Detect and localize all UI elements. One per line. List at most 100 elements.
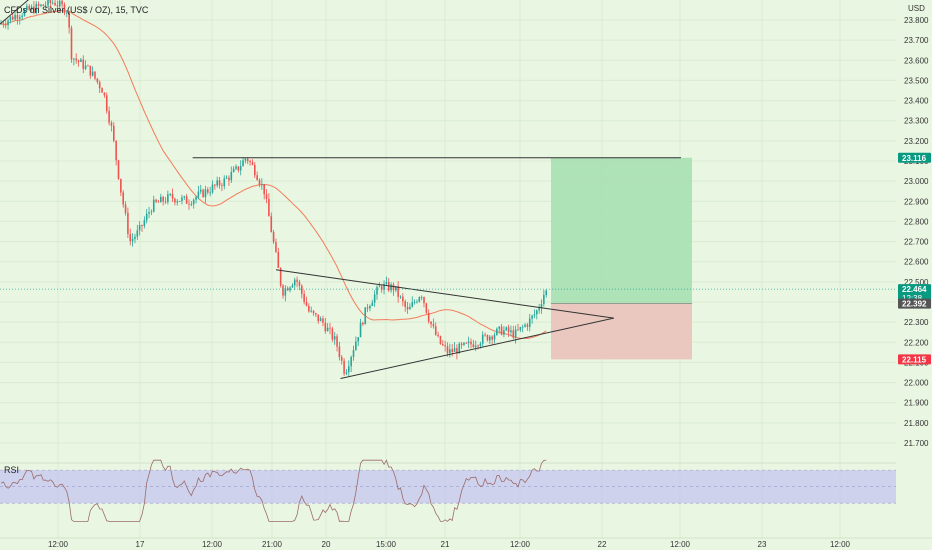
candle-body (49, 0, 52, 4)
candle-body (439, 336, 442, 345)
candle-body (91, 71, 94, 76)
candle-body (395, 286, 397, 291)
price-label-value: 22.115 (902, 355, 927, 364)
candle-body (148, 212, 150, 214)
candle-body (138, 225, 141, 231)
candle-body (284, 288, 287, 296)
candle-body (265, 194, 268, 199)
price-tick-label: 22.500 (904, 278, 929, 287)
candle-body (507, 327, 510, 333)
candle-body (54, 2, 56, 6)
candle-body (44, 5, 47, 7)
candle-body (11, 16, 14, 20)
candle-body (385, 282, 388, 284)
candle-body (324, 322, 327, 332)
candle-body (42, 4, 45, 6)
candle-body (47, 0, 49, 6)
trendlines[interactable] (0, 0, 896, 380)
candle-body (301, 285, 303, 294)
time-tick-label: 17 (136, 540, 145, 549)
candle-body (434, 326, 437, 335)
candle-body (519, 327, 522, 330)
candle-body (383, 283, 385, 290)
candle-body (235, 166, 237, 169)
candle-body (517, 329, 519, 331)
candle-body (378, 286, 381, 288)
candle-body (136, 230, 139, 237)
candle-body (336, 336, 338, 347)
candle-body (101, 88, 103, 93)
candle-body (496, 328, 498, 335)
candle-body (503, 330, 505, 335)
candle-body (355, 341, 357, 351)
time-axis[interactable]: 12:00 17 12:00 21:00 20 15:00 21 12:00 22 12:00 23… (0, 537, 932, 550)
currency-label: USD (908, 4, 925, 13)
candle-body (449, 349, 451, 354)
price-label-value: 22.464 (902, 285, 927, 294)
candle-body (397, 286, 399, 297)
candle-body (249, 161, 251, 163)
candle-body (406, 306, 409, 310)
candle-body (477, 345, 479, 347)
time-tick-label: 20 (322, 540, 331, 549)
candle-body (228, 177, 230, 181)
candle-body (89, 65, 92, 76)
candle-body (26, 6, 28, 11)
candle-body (199, 189, 202, 192)
candle-body (545, 290, 547, 295)
candle-body (221, 185, 223, 187)
candle-body (77, 60, 80, 62)
candle-body (84, 65, 87, 69)
candle-body (110, 122, 113, 126)
candle-body (270, 216, 273, 233)
long-position-tool[interactable] (551, 157, 692, 360)
rsi-label: RSI (4, 465, 19, 475)
candle-body (442, 344, 444, 346)
profit-zone (551, 157, 692, 304)
candle-body (399, 296, 402, 298)
candle-body (218, 180, 221, 186)
candle-body (484, 334, 486, 336)
candle-body (510, 330, 512, 333)
candle-body (61, 0, 63, 5)
candle-body (366, 307, 369, 309)
candle-body (75, 58, 77, 61)
candle-body (467, 341, 470, 344)
candle-body (37, 3, 40, 6)
candle-body (533, 314, 536, 316)
candle-body (178, 201, 181, 202)
candle-body (286, 288, 289, 291)
price-label-badge (898, 284, 931, 303)
candle-body (115, 140, 117, 161)
price-axis[interactable]: 23.800 23.700 23.600 23.500 23.400 23.300 23.2… (896, 0, 932, 550)
price-tick-label: 23.400 (904, 97, 929, 106)
candle-body (460, 343, 463, 345)
candle-body (185, 196, 188, 204)
candle-body (68, 12, 70, 28)
candle-body (411, 302, 414, 307)
candle-body (472, 344, 475, 348)
candle-body (0, 23, 2, 25)
candle-body (162, 196, 164, 202)
candle-body (322, 318, 324, 323)
candle-body (521, 326, 524, 328)
candle-body (171, 193, 174, 199)
candle-body (312, 310, 315, 314)
trendline-triangle-upper (275, 269, 614, 319)
candle-body (174, 198, 176, 203)
candle-body (35, 3, 38, 13)
candle-body (87, 65, 89, 67)
time-tick-label: 22 (598, 540, 607, 549)
candle-body (211, 184, 214, 193)
candle-body (376, 287, 378, 295)
candle-body (16, 14, 19, 19)
trendline-triangle-lower (340, 317, 614, 380)
price-tick-label: 21.800 (904, 419, 929, 428)
candle-body (40, 4, 42, 6)
candle-body (371, 302, 374, 306)
candle-body (343, 360, 345, 374)
candle-body (380, 286, 383, 290)
candle-body (70, 27, 73, 60)
